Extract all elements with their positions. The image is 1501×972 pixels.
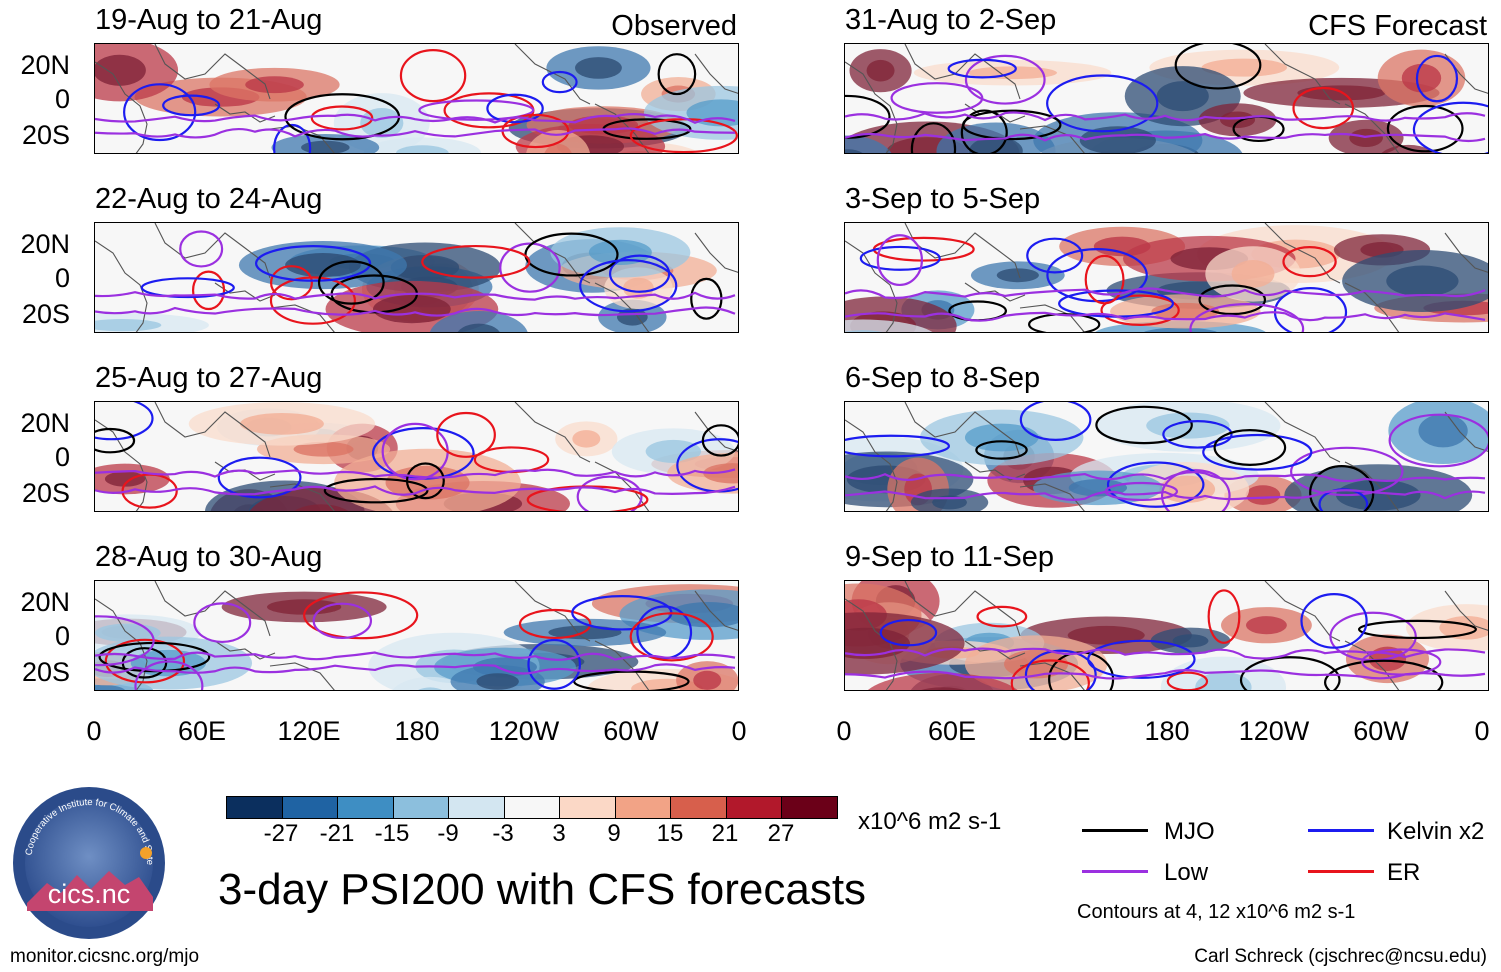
footer-url: monitor.cicsnc.org/mjo [10, 946, 200, 967]
map-panel [94, 580, 739, 691]
legend-label: Kelvin x2 [1387, 818, 1485, 845]
colorbar-label: -27 [263, 820, 299, 847]
legend-line-kelvin [1308, 829, 1374, 832]
lat-label: 20N [20, 408, 70, 438]
lon-label: 60W [1353, 716, 1409, 746]
lat-label: 0 [54, 84, 70, 114]
map-panel [94, 43, 739, 154]
lon-label: 60W [603, 716, 659, 746]
map-panel [94, 222, 739, 333]
lon-label: 60E [927, 716, 977, 746]
logo-text: cics.nc [48, 879, 131, 909]
lat-label: 0 [54, 621, 70, 651]
map-panel [844, 401, 1489, 512]
colorbar-label: 27 [767, 820, 795, 847]
panel-title: 9-Sep to 11-Sep [845, 541, 1055, 573]
panel-title: 3-Sep to 5-Sep [845, 183, 1041, 215]
colorbar-swatch [448, 797, 504, 818]
panel-title: 28-Aug to 30-Aug [95, 541, 323, 573]
colorbar-label: -15 [374, 820, 410, 847]
lat-label: 20N [20, 587, 70, 617]
lat-label: 20N [20, 50, 70, 80]
colorbar-label: -3 [492, 820, 514, 847]
panel-tag: Observed [611, 10, 737, 42]
legend-line-er [1308, 870, 1374, 873]
legend-label: ER [1387, 859, 1421, 886]
colorbar-label: -21 [319, 820, 355, 847]
colorbar-swatch [503, 797, 560, 818]
colorbar-swatch [392, 797, 449, 818]
lon-label: 120E [1027, 716, 1091, 746]
colorbar-swatch [227, 797, 282, 818]
map-panel [844, 222, 1489, 333]
lon-label: 0 [836, 716, 852, 746]
colorbar-swatch [559, 797, 615, 818]
lat-label: 20S [21, 299, 70, 329]
panel-title: 6-Sep to 8-Sep [845, 362, 1041, 394]
lon-label: 120W [1238, 716, 1310, 746]
lon-label: 0 [731, 716, 747, 746]
lon-label: 180 [394, 716, 440, 746]
colorbar-label: 9 [607, 820, 621, 847]
colorbar-swatch [337, 797, 393, 818]
colorbar-label: 15 [656, 820, 684, 847]
panel-title: 22-Aug to 24-Aug [95, 183, 323, 215]
colorbar [226, 796, 838, 819]
panel-tag: CFS Forecast [1308, 10, 1487, 42]
lon-label: 0 [1474, 716, 1490, 746]
lon-label: 120E [277, 716, 341, 746]
colorbar-swatch [725, 797, 782, 818]
colorbar-label: 3 [552, 820, 566, 847]
colorbar-label: -9 [437, 820, 459, 847]
legend-note: Contours at 4, 12 x10^6 m2 s-1 [1077, 901, 1356, 923]
lon-label: 180 [1144, 716, 1190, 746]
map-panel [94, 401, 739, 512]
legend-line-mjo [1082, 829, 1148, 832]
lat-label: 20N [20, 229, 70, 259]
colorbar-label: 21 [711, 820, 739, 847]
colorbar-units: x10^6 m2 s-1 [858, 808, 1002, 835]
lat-label: 20S [21, 478, 70, 508]
panel-title: 25-Aug to 27-Aug [95, 362, 323, 394]
main-title: 3-day PSI200 with CFS forecasts [218, 865, 867, 914]
lon-label: 120W [488, 716, 560, 746]
lon-label: 0 [86, 716, 102, 746]
colorbar-swatch [614, 797, 671, 818]
lon-label: 60E [177, 716, 227, 746]
lat-label: 0 [54, 442, 70, 472]
lat-label: 20S [21, 120, 70, 150]
legend-label: Low [1164, 859, 1209, 886]
map-panel [844, 580, 1489, 691]
colorbar-swatch [781, 797, 838, 818]
cics-logo: Cooperative Institute for Climate and Sa… [8, 777, 167, 941]
colorbar-swatch [281, 797, 338, 818]
legend-line-low [1082, 870, 1148, 873]
panel-title: 31-Aug to 2-Sep [845, 4, 1057, 36]
colorbar-swatch [670, 797, 726, 818]
panel-title: 19-Aug to 21-Aug [95, 4, 323, 36]
footer-credit: Carl Schreck (cjschrec@ncsu.edu) [1194, 946, 1487, 967]
legend-label: MJO [1164, 818, 1215, 845]
map-panel [844, 43, 1489, 154]
lat-label: 0 [54, 263, 70, 293]
lat-label: 20S [21, 657, 70, 687]
